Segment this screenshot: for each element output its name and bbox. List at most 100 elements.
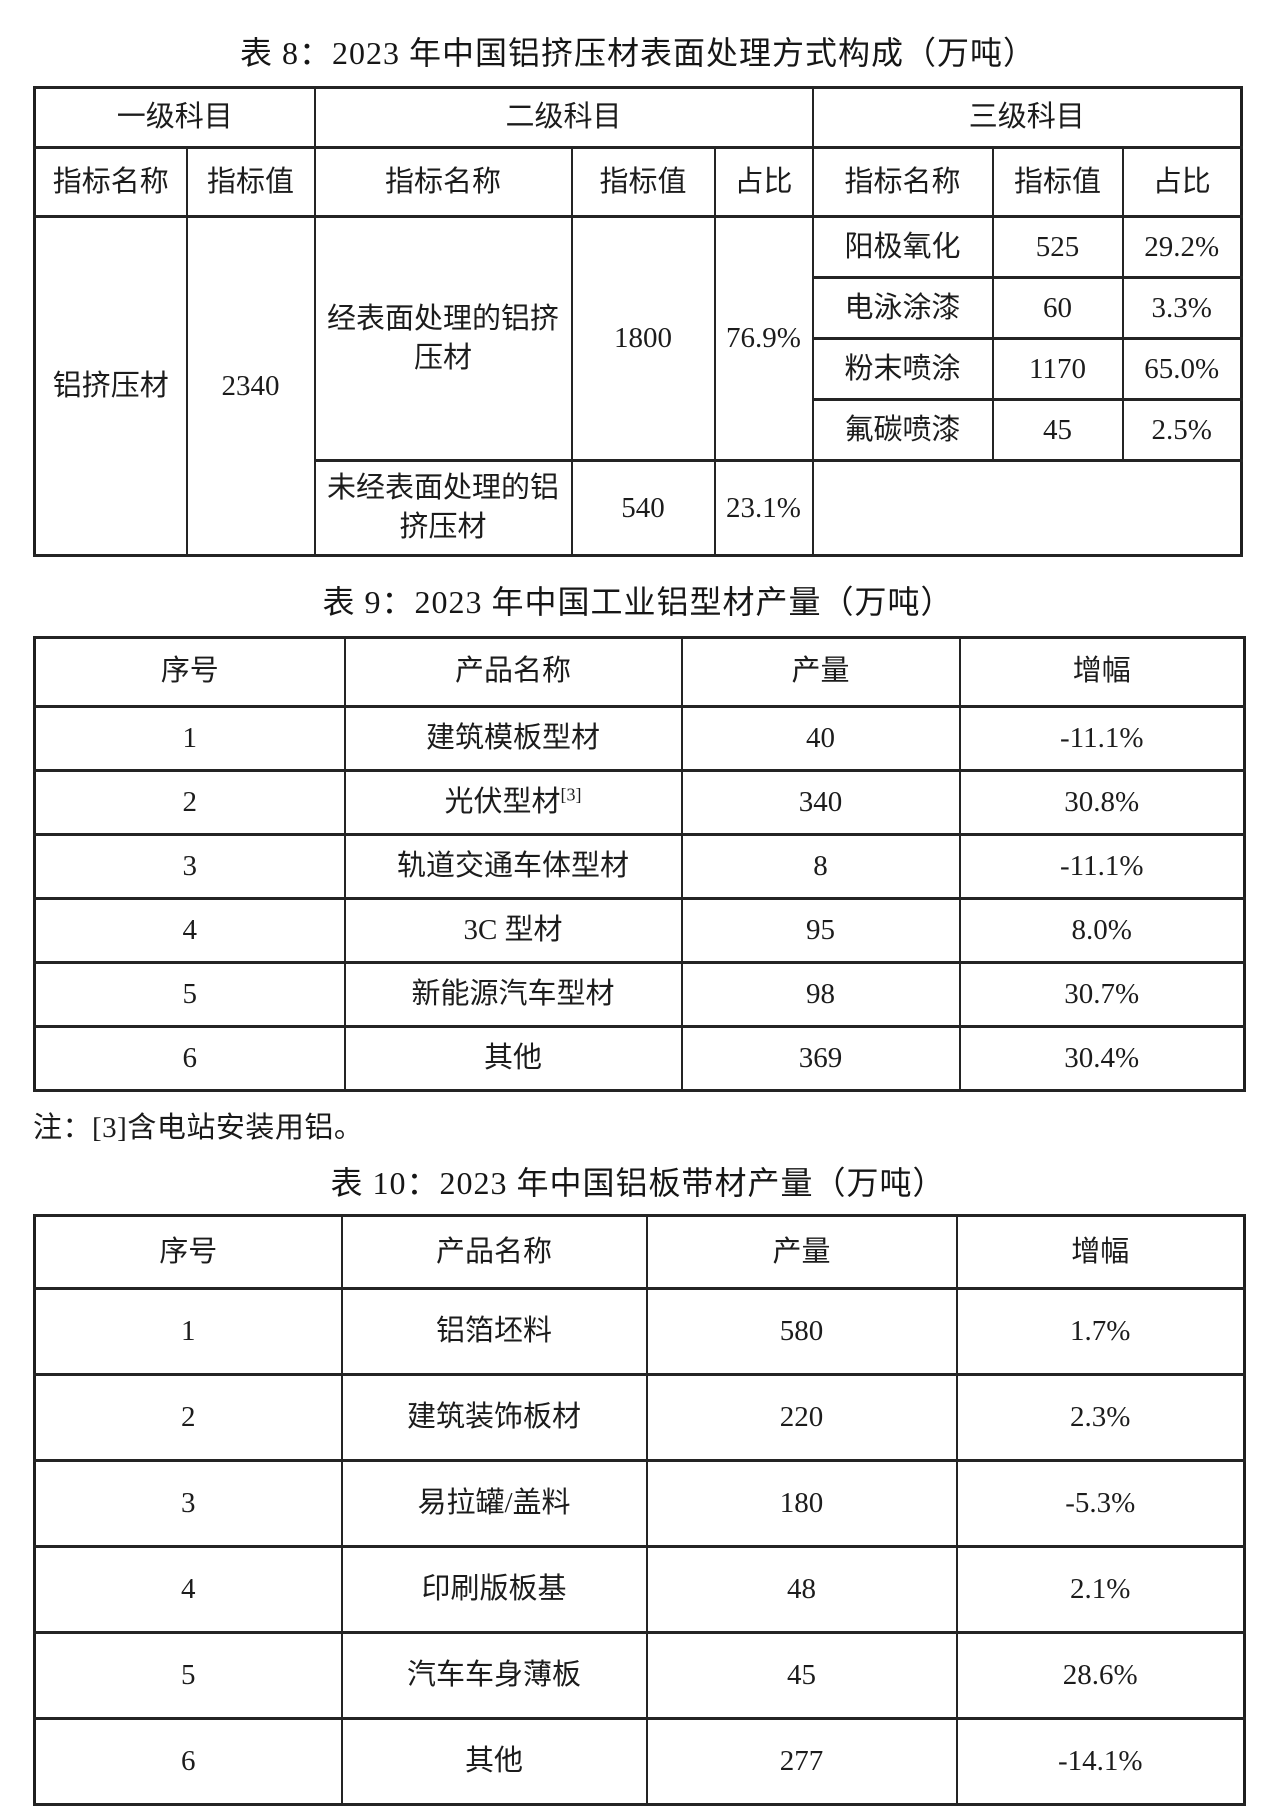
table-row: 5 新能源汽车型材 98 30.7%	[33, 960, 1246, 1028]
row-no: 6	[33, 1717, 343, 1806]
table8-l1-name: 铝挤压材	[33, 215, 188, 558]
row-no: 1	[33, 1287, 343, 1377]
row-no: 5	[33, 960, 346, 1028]
table-row: 1 铝箔坯料 580 1.7%	[33, 1287, 1246, 1377]
row-output: 8	[680, 832, 961, 900]
row-growth: -5.3%	[955, 1459, 1246, 1549]
table8-subheader-l2-name: 指标名称	[313, 146, 573, 219]
table8-l3-0-share: 29.2%	[1121, 215, 1243, 280]
footnote-marker: [3]	[560, 784, 582, 805]
row-name: 3C 型材	[343, 896, 683, 964]
row-output: 220	[645, 1373, 958, 1463]
row-growth: 30.7%	[958, 960, 1246, 1028]
product-name: 3C 型材	[463, 913, 563, 946]
row-growth: -11.1%	[958, 704, 1246, 772]
row-output: 369	[680, 1024, 961, 1092]
row-no: 2	[33, 1373, 343, 1463]
table8-row-untreated: 未经表面处理的铝挤压材 540 23.1%	[35, 459, 1243, 558]
row-no: 5	[33, 1631, 343, 1721]
table10-title: 表 10：2023 年中国铝板带材产量（万吨）	[330, 1164, 946, 1201]
row-name: 其他	[340, 1717, 648, 1806]
row-growth: 2.1%	[955, 1545, 1246, 1635]
table8: 一级科目 二级科目 三级科目 指标名称 指标值 指标名称 指标值 占比 指标名称…	[33, 86, 1243, 558]
table8-header-level3: 三级科目	[811, 86, 1243, 150]
table8-l2-treated-name: 经表面处理的铝挤压材	[313, 215, 573, 463]
row-output: 277	[645, 1717, 958, 1806]
row-growth: 1.7%	[955, 1287, 1246, 1377]
table8-l3-1-share: 3.3%	[1121, 276, 1243, 341]
table8-l3-1-name: 电泳涂漆	[811, 276, 994, 341]
table10-header-output: 产量	[645, 1214, 958, 1291]
table8-row-anodizing: 铝挤压材 2340 经表面处理的铝挤压材 1800 76.9% 阳极氧化 525…	[33, 215, 1243, 558]
table10-header-row: 序号 产品名称 产量 增幅	[33, 1214, 1246, 1291]
row-growth: -11.1%	[958, 832, 1246, 900]
table8-header-level2: 二级科目	[313, 86, 814, 150]
table8-row-fluorocarbon: 氟碳喷漆 45 2.5%	[35, 398, 1243, 463]
table8-l2-treated-value: 1800	[570, 215, 716, 463]
table8-level-header-row: 一级科目 二级科目 三级科目	[33, 86, 1243, 150]
table-row: 2 建筑装饰板材 220 2.3%	[33, 1373, 1246, 1463]
table8-l3-2-value: 1170	[991, 337, 1124, 402]
row-output: 580	[645, 1287, 958, 1377]
row-name: 建筑模板型材	[343, 704, 683, 772]
row-growth: 30.4%	[958, 1024, 1246, 1092]
table8-empty-cell	[811, 459, 1243, 558]
row-output: 340	[680, 768, 961, 836]
row-growth: -14.1%	[955, 1717, 1246, 1806]
table9: 序号 产品名称 产量 增幅 1 建筑模板型材 40 -11.1% 2 光伏型材[…	[33, 635, 1246, 1092]
table-row: 6 其他 277 -14.1%	[33, 1717, 1246, 1806]
table9-header-output: 产量	[680, 635, 961, 708]
product-name: 建筑模板型材	[425, 721, 600, 754]
table8-l3-2-share: 65.0%	[1121, 337, 1243, 402]
table8-l3-3-name: 氟碳喷漆	[811, 398, 994, 463]
row-name: 汽车车身薄板	[340, 1631, 648, 1721]
row-output: 180	[645, 1459, 958, 1549]
product-name: 新能源汽车型材	[411, 977, 615, 1010]
table-row: 2 光伏型材[3] 340 30.8%	[33, 768, 1246, 836]
row-no: 4	[33, 1545, 343, 1635]
table-row: 3 易拉罐/盖料 180 -5.3%	[33, 1459, 1246, 1549]
table8-title: 表 8：2023 年中国铝挤压材表面处理方式构成（万吨）	[239, 35, 1036, 71]
row-no: 1	[33, 704, 346, 772]
table8-l3-1-value: 60	[991, 276, 1124, 341]
row-no: 3	[33, 1459, 343, 1549]
table9-title: 表 9：2023 年中国工业铝型材产量（万吨）	[322, 584, 954, 621]
table8-row-electrophoresis: 电泳涂漆 60 3.3%	[35, 276, 1243, 341]
table8-subheader-l1-name: 指标名称	[33, 146, 188, 219]
table8-l2-untreated-share: 23.1%	[713, 459, 814, 558]
row-no: 4	[33, 896, 346, 964]
table8-row-powder-coating: 粉末喷涂 1170 65.0%	[35, 337, 1243, 402]
table8-subheader-l3-value: 指标值	[991, 146, 1124, 219]
table8-l1-value: 2340	[185, 215, 316, 558]
row-no: 6	[33, 1024, 346, 1092]
table8-l2-untreated-value: 540	[570, 459, 716, 558]
row-output: 40	[680, 704, 961, 772]
table8-header-level1: 一级科目	[33, 86, 316, 150]
row-output: 95	[680, 896, 961, 964]
table8-subheader-l2-value: 指标值	[570, 146, 716, 219]
table-row: 6 其他 369 30.4%	[33, 1024, 1246, 1092]
table8-l3-3-share: 2.5%	[1121, 398, 1243, 463]
table-row: 1 建筑模板型材 40 -11.1%	[33, 704, 1246, 772]
row-output: 45	[645, 1631, 958, 1721]
row-no: 2	[33, 768, 346, 836]
row-growth: 30.8%	[958, 768, 1246, 836]
row-name: 易拉罐/盖料	[340, 1459, 648, 1549]
table9-header-row: 序号 产品名称 产量 增幅	[33, 635, 1246, 708]
row-name: 印刷版板基	[340, 1545, 648, 1635]
table8-l2-treated-share: 76.9%	[713, 215, 814, 463]
row-growth: 8.0%	[958, 896, 1246, 964]
table8-l2-untreated-name: 未经表面处理的铝挤压材	[313, 459, 573, 558]
table8-subheader-l2-share: 占比	[713, 146, 814, 219]
table8-sub-header-row: 指标名称 指标值 指标名称 指标值 占比 指标名称 指标值 占比	[33, 146, 1243, 219]
product-name: 光伏型材	[444, 785, 561, 818]
table9-header-name: 产品名称	[343, 635, 683, 708]
table10: 序号 产品名称 产量 增幅 1 铝箔坯料 580 1.7% 2 建筑装饰板材 2…	[33, 1214, 1246, 1806]
row-growth: 2.3%	[955, 1373, 1246, 1463]
table9-footnote: 注：[3]含电站安装用铝。	[33, 1111, 364, 1144]
table8-subheader-l3-share: 占比	[1121, 146, 1243, 219]
table8-l3-3-value: 45	[991, 398, 1124, 463]
table-row: 3 轨道交通车体型材 8 -11.1%	[33, 832, 1246, 900]
table10-header-no: 序号	[33, 1214, 343, 1291]
